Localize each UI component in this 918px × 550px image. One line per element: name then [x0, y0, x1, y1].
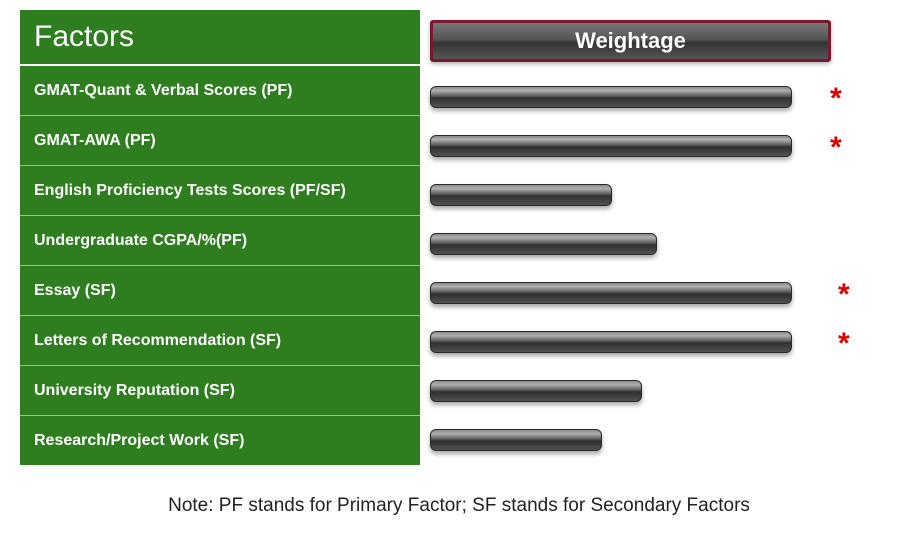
factor-label: Essay (SF) — [20, 266, 420, 316]
weight-row — [420, 219, 880, 268]
factor-label: University Reputation (SF) — [20, 366, 420, 416]
weight-bar — [430, 233, 657, 255]
star-icon: * — [838, 329, 850, 359]
factor-label: English Proficiency Tests Scores (PF/SF) — [20, 166, 420, 216]
factors-header: Factors — [20, 10, 420, 66]
weight-row: * — [420, 317, 880, 366]
weight-bar — [430, 331, 792, 353]
factor-label: Letters of Recommendation (SF) — [20, 316, 420, 366]
weightage-header: Weightage — [430, 20, 831, 62]
weight-bar — [430, 282, 792, 304]
weightage-column: Weightage * * * * — [420, 10, 880, 465]
weight-row: * — [420, 72, 880, 121]
factors-column: Factors GMAT-Quant & Verbal Scores (PF) … — [20, 10, 420, 465]
factors-table: Factors GMAT-Quant & Verbal Scores (PF) … — [20, 10, 898, 465]
weight-bar — [430, 429, 602, 451]
weight-bar — [430, 184, 612, 206]
star-icon: * — [830, 133, 842, 163]
weight-row: * — [420, 268, 880, 317]
factor-label: GMAT-AWA (PF) — [20, 116, 420, 166]
chart-container: Factors GMAT-Quant & Verbal Scores (PF) … — [0, 0, 918, 517]
weight-row — [420, 366, 880, 415]
weight-row — [420, 415, 880, 464]
weight-row — [420, 170, 880, 219]
weight-bar — [430, 380, 642, 402]
star-icon: * — [838, 280, 850, 310]
factor-label: Research/Project Work (SF) — [20, 416, 420, 465]
weight-row: * — [420, 121, 880, 170]
weight-bar — [430, 86, 792, 108]
footnote: Note: PF stands for Primary Factor; SF s… — [20, 495, 898, 517]
factor-label: GMAT-Quant & Verbal Scores (PF) — [20, 66, 420, 116]
star-icon: * — [830, 84, 842, 114]
factor-label: Undergraduate CGPA/%(PF) — [20, 216, 420, 266]
weight-bar — [430, 135, 792, 157]
